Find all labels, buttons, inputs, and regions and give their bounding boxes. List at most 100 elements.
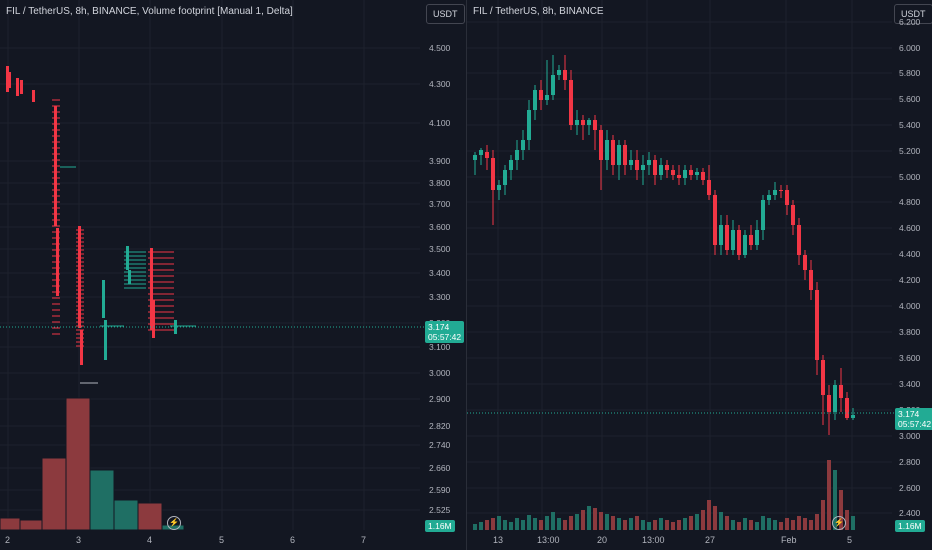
candlestick-chart-canvas[interactable] [467,0,932,550]
candlestick-chart-pane[interactable]: FIL / TetherUS, 8h, BINANCE USDT 6.200 6.… [467,0,932,550]
candle-body [509,160,513,170]
price-tick-label: 6.000 [899,43,921,53]
candle-body [845,398,849,418]
pane-divider[interactable] [466,0,467,550]
lightning-icon[interactable]: ⚡ [832,516,846,530]
volume-bar [791,520,795,530]
volume-bar [737,522,741,530]
price-tick-label: 2.660 [429,463,451,473]
footprint-chart-pane[interactable]: FIL / TetherUS, 8h, BINANCE, Volume foot… [0,0,466,550]
candle-body [677,175,681,178]
candle-body [833,385,837,412]
volume-bar [755,522,759,530]
footprint-candle [150,248,153,330]
price-tick-label: 3.800 [429,178,451,188]
price-tick-label: 3.900 [429,156,451,166]
volume-bar [641,520,645,530]
volume-profile-bar [113,499,139,531]
time-tick-label: 13:00 [537,535,560,545]
candle-body [653,160,657,175]
volume-bar [515,518,519,530]
volume-bar [773,520,777,530]
candle-body [479,150,483,155]
candle-body [803,255,807,270]
right-chart-legend: FIL / TetherUS, 8h, BINANCE [473,6,604,17]
footprint-candle [20,80,23,94]
volume-bar [611,516,615,530]
left-volume-tag: 1.16M [425,520,455,532]
left-last-price: 3.174 [428,322,450,332]
candle-body [839,385,843,398]
price-tick-label: 2.590 [429,485,451,495]
candle-body [665,165,669,170]
right-currency-button[interactable]: USDT [894,4,932,24]
time-tick-label: 7 [361,535,367,545]
volume-bar [809,520,813,530]
price-tick-label: 5.600 [899,94,921,104]
volume-profile-bar [89,469,115,531]
price-tick-label: 2.600 [899,483,921,493]
volume-bar [683,518,687,530]
volume-bar [545,516,549,530]
candle-body [815,290,819,360]
footprint-candle [102,280,105,318]
price-tick-label: 3.000 [899,431,921,441]
candle-body [737,230,741,255]
candle-body [635,160,639,170]
footprint-chart-canvas[interactable] [0,0,466,550]
price-tick-label: 3.100 [429,342,451,352]
time-tick-label: 3 [76,535,82,545]
volume-bar [557,518,561,530]
volume-bar [785,518,789,530]
volume-bar [707,500,711,530]
candle-body [581,120,585,125]
candle-body [551,75,555,95]
candle-body [689,170,693,175]
volume-bar [659,518,663,530]
price-tick-label: 3.300 [429,292,451,302]
price-tick-label: 3.600 [899,353,921,363]
time-tick-label: 5 [219,535,225,545]
volume-bar [719,512,723,530]
right-last-price-tag: 3.174 05:57:42 [895,408,932,430]
time-tick-label: 2 [5,535,11,545]
candle-body [659,165,663,175]
price-tick-label: 3.600 [429,222,451,232]
volume-bar [629,518,633,530]
candle-body [593,120,597,130]
candle-body [521,140,525,150]
footprint-candle [174,320,177,334]
footprint-candle [32,90,35,102]
time-tick-label: 13 [493,535,504,545]
price-tick-label: 4.200 [899,275,921,285]
price-tick-label: 4.300 [429,79,451,89]
footprint-candle [80,330,83,365]
volume-bar [779,522,783,530]
volume-bar [503,520,507,530]
lightning-icon[interactable]: ⚡ [167,516,181,530]
candle-body [713,195,717,245]
volume-bar [677,520,681,530]
volume-bar [587,506,591,530]
price-tick-label: 5.200 [899,146,921,156]
price-tick-label: 6.200 [899,17,921,27]
footprint-candle [8,72,11,88]
time-tick-label: 6 [290,535,296,545]
volume-bar [563,520,567,530]
candle-body [701,172,705,180]
candle-body [761,200,765,230]
left-currency-button[interactable]: USDT [426,4,465,24]
footprint-candle [126,246,129,270]
volume-bar [653,520,657,530]
candle-body [719,225,723,245]
candle-body [671,170,675,175]
candle-body [683,170,687,178]
price-tick-label: 5.400 [899,120,921,130]
candle-body [827,395,831,412]
candle-body [557,70,561,75]
volume-bar [539,520,543,530]
candle-body [503,170,507,185]
volume-bar [701,510,705,530]
candle-body [599,130,603,160]
volume-bar [605,514,609,530]
